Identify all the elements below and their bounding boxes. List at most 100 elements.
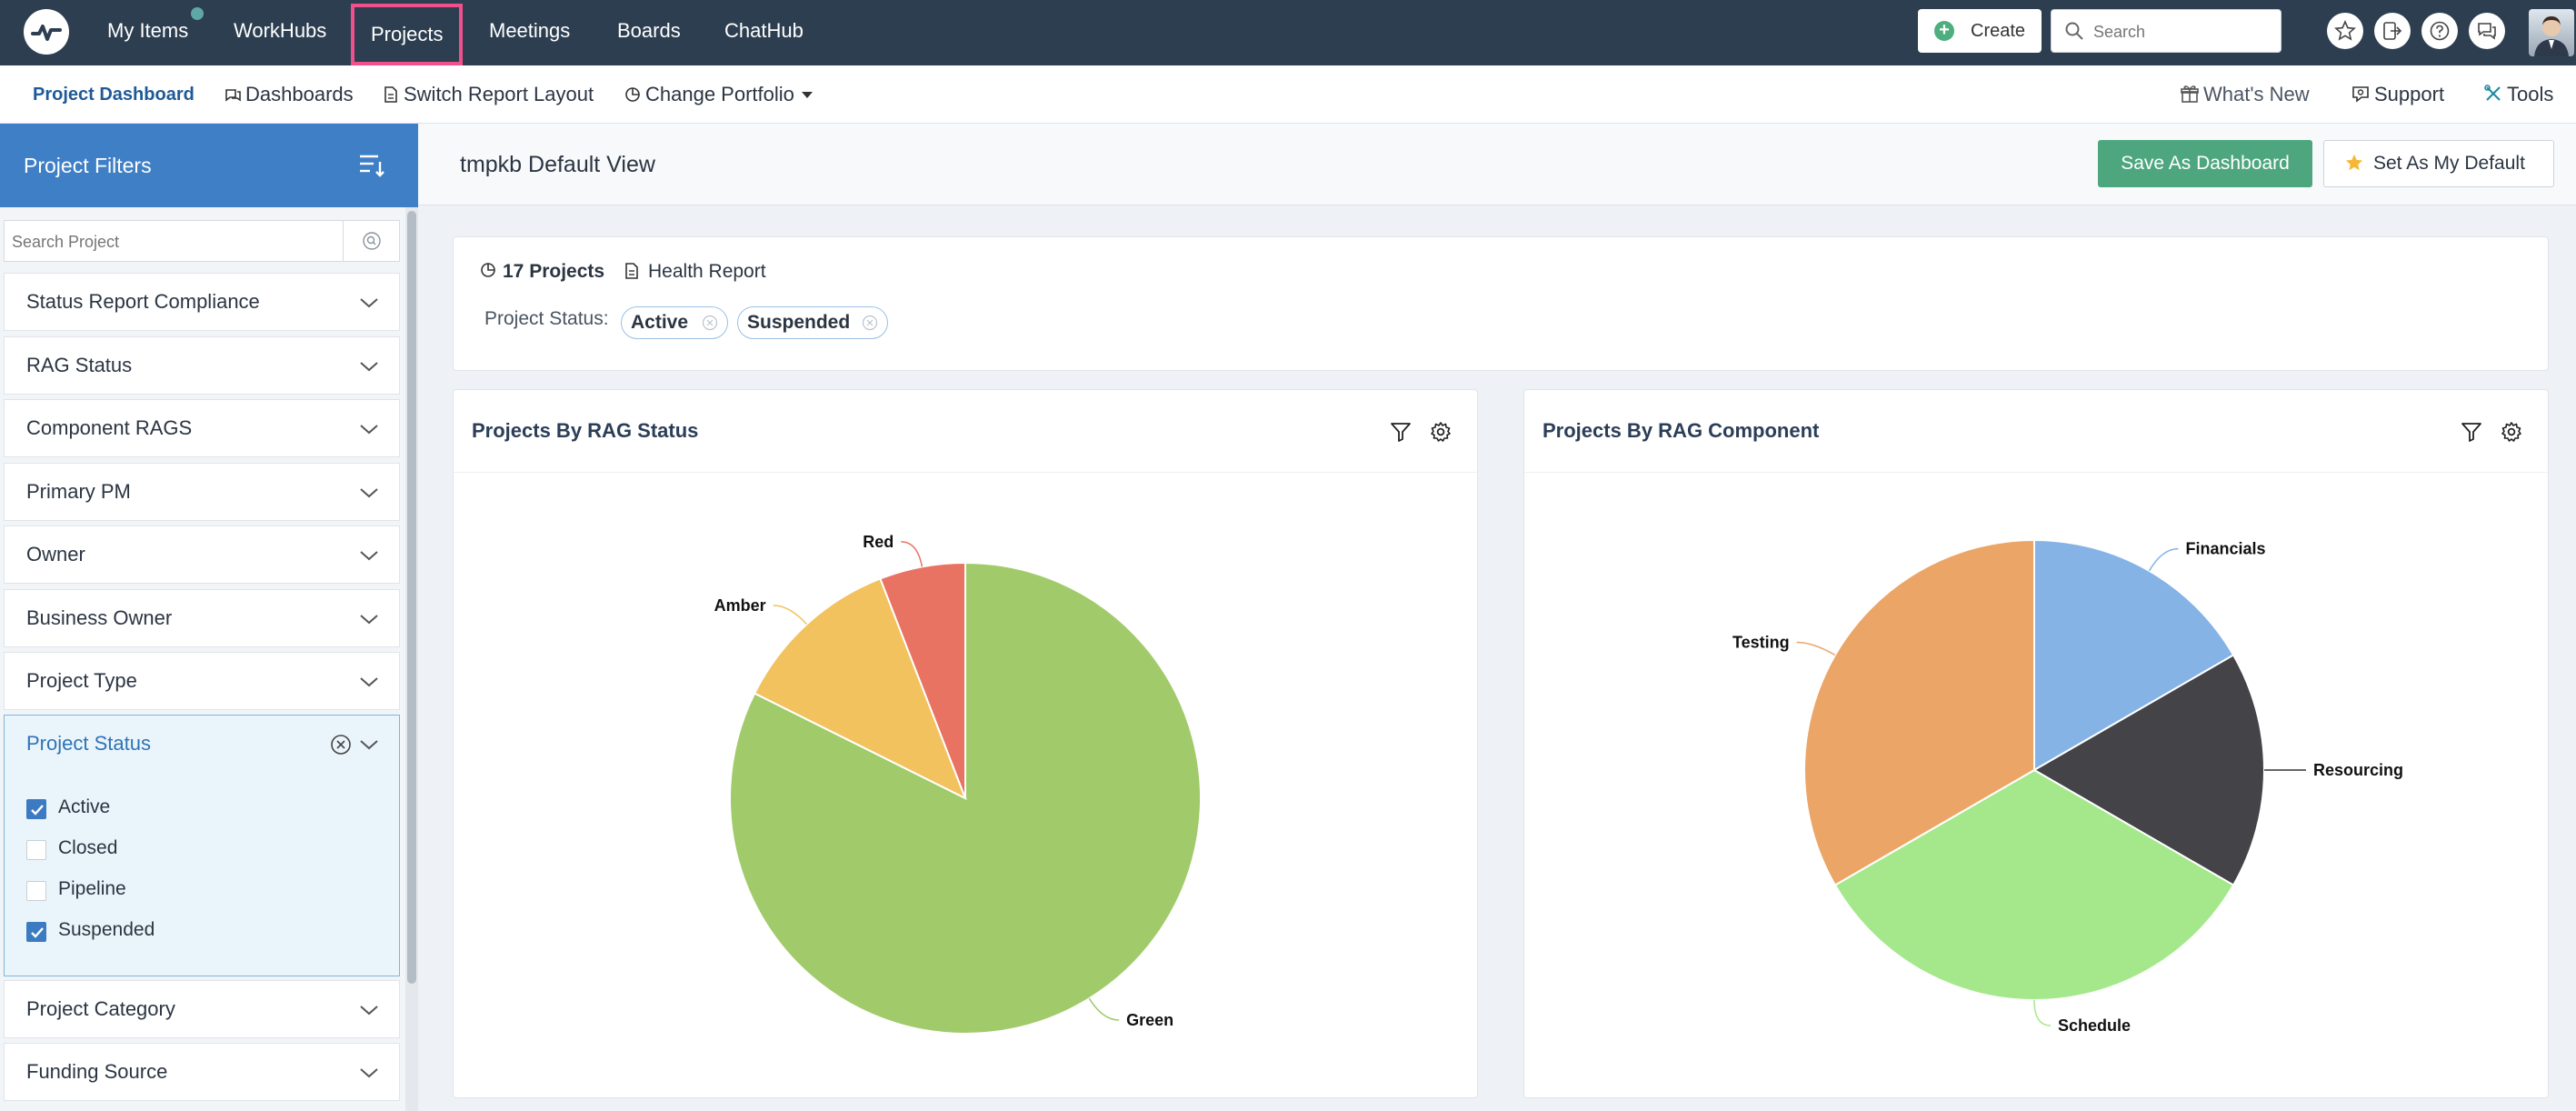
pie-slice-amber[interactable] <box>753 577 967 801</box>
filter-project-category[interactable]: Project Category <box>4 980 400 1038</box>
filter-label: Component RAGS <box>26 416 193 439</box>
project-search-button[interactable] <box>343 221 399 261</box>
search-icon <box>2065 22 2083 40</box>
gift-icon <box>2181 85 2199 103</box>
user-avatar[interactable] <box>2529 9 2574 56</box>
pie-connector-testing <box>1796 641 1836 656</box>
nav-my-items[interactable]: My Items <box>107 19 189 42</box>
filter-icon[interactable] <box>1390 421 1412 443</box>
pie-label-testing: Testing <box>1732 634 1790 652</box>
checkbox-unchecked[interactable] <box>26 881 46 901</box>
sidebar-header: Project Filters <box>0 124 418 207</box>
change-portfolio-dropdown[interactable]: Change Portfolio <box>624 65 813 124</box>
chevron-down-icon <box>360 1068 378 1078</box>
filter-funding-source[interactable]: Funding Source <box>4 1043 400 1101</box>
search-circle-icon <box>363 232 381 250</box>
project-count-label: 17 Projects <box>503 261 605 282</box>
caret-down-icon <box>801 92 813 98</box>
pie-slice-schedule[interactable] <box>1833 768 2235 1001</box>
app-logo-icon[interactable] <box>24 9 69 55</box>
option-label: Active <box>58 796 111 817</box>
sub-navbar: Project Dashboard Dashboards Switch Repo… <box>0 65 2576 124</box>
dashboards-icon <box>225 89 241 102</box>
pie-connector-red <box>901 541 924 567</box>
filter-rag-status[interactable]: RAG Status <box>4 336 400 395</box>
document-icon <box>384 86 397 103</box>
status-chip-active: Active <box>621 306 728 339</box>
top-navbar: My Items WorkHubs Projects Meetings Boar… <box>0 0 2576 65</box>
portfolio-icon <box>481 263 495 277</box>
nav-meetings[interactable]: Meetings <box>489 19 571 42</box>
pie-label-amber: Amber <box>714 596 766 615</box>
tools-link[interactable]: Tools <box>2483 65 2553 124</box>
pie-slice-resourcing[interactable] <box>2032 654 2265 886</box>
health-report-label: Health Report <box>648 261 766 282</box>
checkmark-icon <box>31 927 44 938</box>
sort-filter-icon[interactable] <box>358 153 385 178</box>
filter-label: Owner <box>26 543 85 566</box>
dashboards-link[interactable]: Dashboards <box>224 65 354 124</box>
nav-workhubs[interactable]: WorkHubs <box>234 19 327 42</box>
option-label: Suspended <box>58 919 155 940</box>
pie-label-financials: Financials <box>2186 540 2266 558</box>
support-link[interactable]: Support <box>2351 65 2444 124</box>
pie-slice-financials[interactable] <box>2033 538 2235 772</box>
sidebar-scrollbar-thumb[interactable] <box>407 211 416 984</box>
checkbox-checked[interactable] <box>26 799 46 819</box>
nav-boards[interactable]: Boards <box>617 19 681 42</box>
chat-icon[interactable] <box>2469 13 2505 49</box>
pie-slice-red[interactable] <box>879 561 966 799</box>
filter-icon[interactable] <box>2461 421 2482 443</box>
chevron-down-icon <box>360 615 378 625</box>
filter-label: Funding Source <box>26 1060 168 1083</box>
set-as-my-default-button[interactable]: Set As My Default <box>2323 140 2554 187</box>
filter-component-rags[interactable]: Component RAGS <box>4 399 400 457</box>
pie-connector-schedule <box>2033 999 2052 1026</box>
project-count[interactable]: 17 Projects <box>479 261 604 283</box>
pie-slice-testing[interactable] <box>1803 538 2035 886</box>
chevron-down-icon <box>360 551 378 561</box>
chevron-down-icon[interactable] <box>359 739 379 750</box>
project-search-input[interactable] <box>12 228 339 255</box>
remove-chip-icon[interactable] <box>702 315 718 331</box>
checkmark-icon <box>31 805 44 816</box>
chart-title: Projects By RAG Status <box>472 419 699 442</box>
dashboards-label: Dashboards <box>245 83 354 105</box>
pie-label-green: Green <box>1126 1011 1173 1029</box>
gear-icon[interactable] <box>1430 421 1452 443</box>
view-title: tmpkb Default View <box>460 152 655 177</box>
favorites-star-icon[interactable] <box>2327 13 2363 49</box>
create-button[interactable]: + Create <box>1918 9 2042 53</box>
filter-owner[interactable]: Owner <box>4 525 400 584</box>
filter-business-owner[interactable]: Business Owner <box>4 589 400 647</box>
global-search[interactable] <box>2051 9 2281 53</box>
switch-report-layout-link[interactable]: Switch Report Layout <box>382 65 594 124</box>
filter-project-type[interactable]: Project Type <box>4 652 400 710</box>
gear-icon[interactable] <box>2501 421 2522 443</box>
nav-projects[interactable]: Projects <box>351 4 464 65</box>
summary-card: 17 Projects Health Report Project Status… <box>453 236 2549 371</box>
search-input[interactable] <box>2093 17 2271 46</box>
clear-filter-icon[interactable] <box>330 734 352 756</box>
chevron-down-icon <box>360 298 378 308</box>
remove-chip-icon[interactable] <box>862 315 878 331</box>
project-search <box>4 220 400 262</box>
set-default-label: Set As My Default <box>2373 153 2525 174</box>
save-as-dashboard-button[interactable]: Save As Dashboard <box>2098 140 2312 187</box>
checkbox-checked[interactable] <box>26 922 46 942</box>
filter-label: RAG Status <box>26 354 133 376</box>
nav-chathub[interactable]: ChatHub <box>724 19 804 42</box>
whats-new-link[interactable]: What's New <box>2180 65 2310 124</box>
help-icon[interactable] <box>2421 13 2458 49</box>
portfolio-icon <box>625 87 640 102</box>
project-dashboard-link[interactable]: Project Dashboard <box>33 85 195 105</box>
create-label: Create <box>1971 21 2026 41</box>
sign-out-icon[interactable] <box>2374 13 2411 49</box>
support-icon <box>2352 86 2369 103</box>
filter-label[interactable]: Project Status <box>26 732 151 755</box>
health-report-link[interactable]: Health Report <box>623 261 766 283</box>
filter-primary-pm[interactable]: Primary PM <box>4 463 400 521</box>
checkbox-unchecked[interactable] <box>26 840 46 860</box>
chevron-down-icon <box>360 362 378 372</box>
filter-status-report-compliance[interactable]: Status Report Compliance <box>4 273 400 331</box>
